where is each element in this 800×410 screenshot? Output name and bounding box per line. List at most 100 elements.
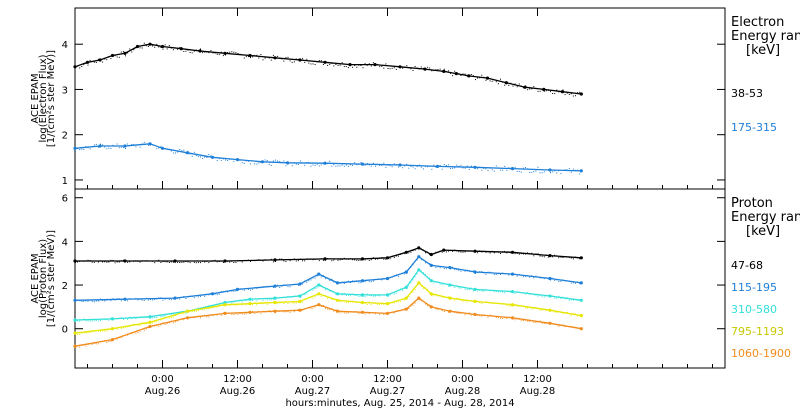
data-dot xyxy=(391,67,393,69)
data-dot xyxy=(175,47,176,49)
data-dot xyxy=(456,250,458,252)
data-dot xyxy=(200,295,201,297)
data-dot xyxy=(437,281,439,283)
data-dot xyxy=(258,57,260,59)
data-dot xyxy=(166,313,168,315)
data-point xyxy=(429,263,433,267)
data-dot xyxy=(460,299,462,301)
data-dot xyxy=(435,308,437,310)
data-dot xyxy=(487,316,489,318)
data-dot xyxy=(572,326,574,328)
data-point xyxy=(404,270,408,274)
data-dot xyxy=(481,303,483,304)
data-dot xyxy=(479,77,481,79)
data-dot xyxy=(550,279,551,281)
data-dot xyxy=(575,282,576,284)
data-dot xyxy=(497,251,499,253)
data-dot xyxy=(306,162,308,163)
data-dot xyxy=(241,162,243,164)
data-dot xyxy=(362,67,364,69)
data-dot xyxy=(81,300,83,302)
data-dot xyxy=(533,307,535,309)
data-dot xyxy=(410,166,412,167)
data-dot xyxy=(327,163,329,165)
data-dot xyxy=(170,261,172,263)
data-dot xyxy=(81,148,83,150)
data-dot xyxy=(452,75,454,77)
data-dot xyxy=(181,297,183,298)
data-dot xyxy=(120,260,122,262)
data-point xyxy=(560,90,565,94)
data-dot xyxy=(137,144,139,146)
data-dot xyxy=(577,92,579,94)
data-dot xyxy=(493,252,495,254)
data-dot xyxy=(527,89,529,91)
data-dot xyxy=(322,295,324,297)
data-dot xyxy=(260,313,262,315)
data-dot xyxy=(89,59,91,61)
data-dot xyxy=(108,329,110,331)
data-point xyxy=(148,142,152,146)
data-dot xyxy=(116,143,118,145)
data-dot xyxy=(331,299,333,301)
data-dot xyxy=(495,81,497,83)
data-dot xyxy=(520,85,522,87)
data-dot xyxy=(370,259,372,261)
data-dot xyxy=(364,281,366,283)
data-dot xyxy=(237,313,239,315)
data-dot xyxy=(435,293,437,295)
data-dot xyxy=(260,162,262,163)
data-point xyxy=(579,92,583,96)
data-dot xyxy=(506,252,508,254)
data-dot xyxy=(381,164,383,166)
data-dot xyxy=(154,325,156,327)
data-dot xyxy=(443,282,445,284)
data-dot xyxy=(552,309,554,311)
data-dot xyxy=(443,68,445,70)
data-dot xyxy=(304,294,306,296)
data-dot xyxy=(189,295,191,297)
data-point xyxy=(579,169,583,173)
data-dot xyxy=(447,266,449,268)
data-dot xyxy=(291,259,293,261)
data-dot xyxy=(387,68,389,69)
data-dot xyxy=(431,306,433,308)
data-dot xyxy=(566,169,568,171)
data-dot xyxy=(358,296,360,297)
data-dot xyxy=(483,167,485,169)
data-dot xyxy=(502,81,504,83)
data-dot xyxy=(318,260,320,262)
data-dot xyxy=(406,163,408,165)
data-dot xyxy=(368,63,370,65)
data-dot xyxy=(350,63,351,65)
data-dot xyxy=(431,264,433,266)
data-dot xyxy=(245,304,247,306)
data-dot xyxy=(527,275,529,277)
data-dot xyxy=(181,312,183,314)
data-dot xyxy=(397,275,399,277)
data-dot xyxy=(520,320,522,322)
data-dot xyxy=(320,164,322,166)
data-dot xyxy=(341,300,343,302)
data-point xyxy=(323,257,327,261)
data-dot xyxy=(83,332,85,334)
data-dot xyxy=(179,298,181,300)
data-dot xyxy=(522,320,524,322)
data-dot xyxy=(272,261,274,263)
data-dot xyxy=(225,304,226,306)
data-dot xyxy=(360,312,362,314)
data-dot xyxy=(160,297,162,299)
data-dot xyxy=(208,294,210,296)
data-dot xyxy=(291,302,293,304)
data-dot xyxy=(220,314,222,316)
data-dot xyxy=(454,287,456,289)
data-dot xyxy=(391,311,393,313)
data-dot xyxy=(172,316,174,318)
data-dot xyxy=(316,294,318,296)
data-dot xyxy=(93,144,95,146)
data-dot xyxy=(283,160,285,162)
data-dot xyxy=(572,168,574,170)
data-dot xyxy=(214,52,216,54)
data-dot xyxy=(416,165,418,167)
data-dot xyxy=(339,165,341,167)
